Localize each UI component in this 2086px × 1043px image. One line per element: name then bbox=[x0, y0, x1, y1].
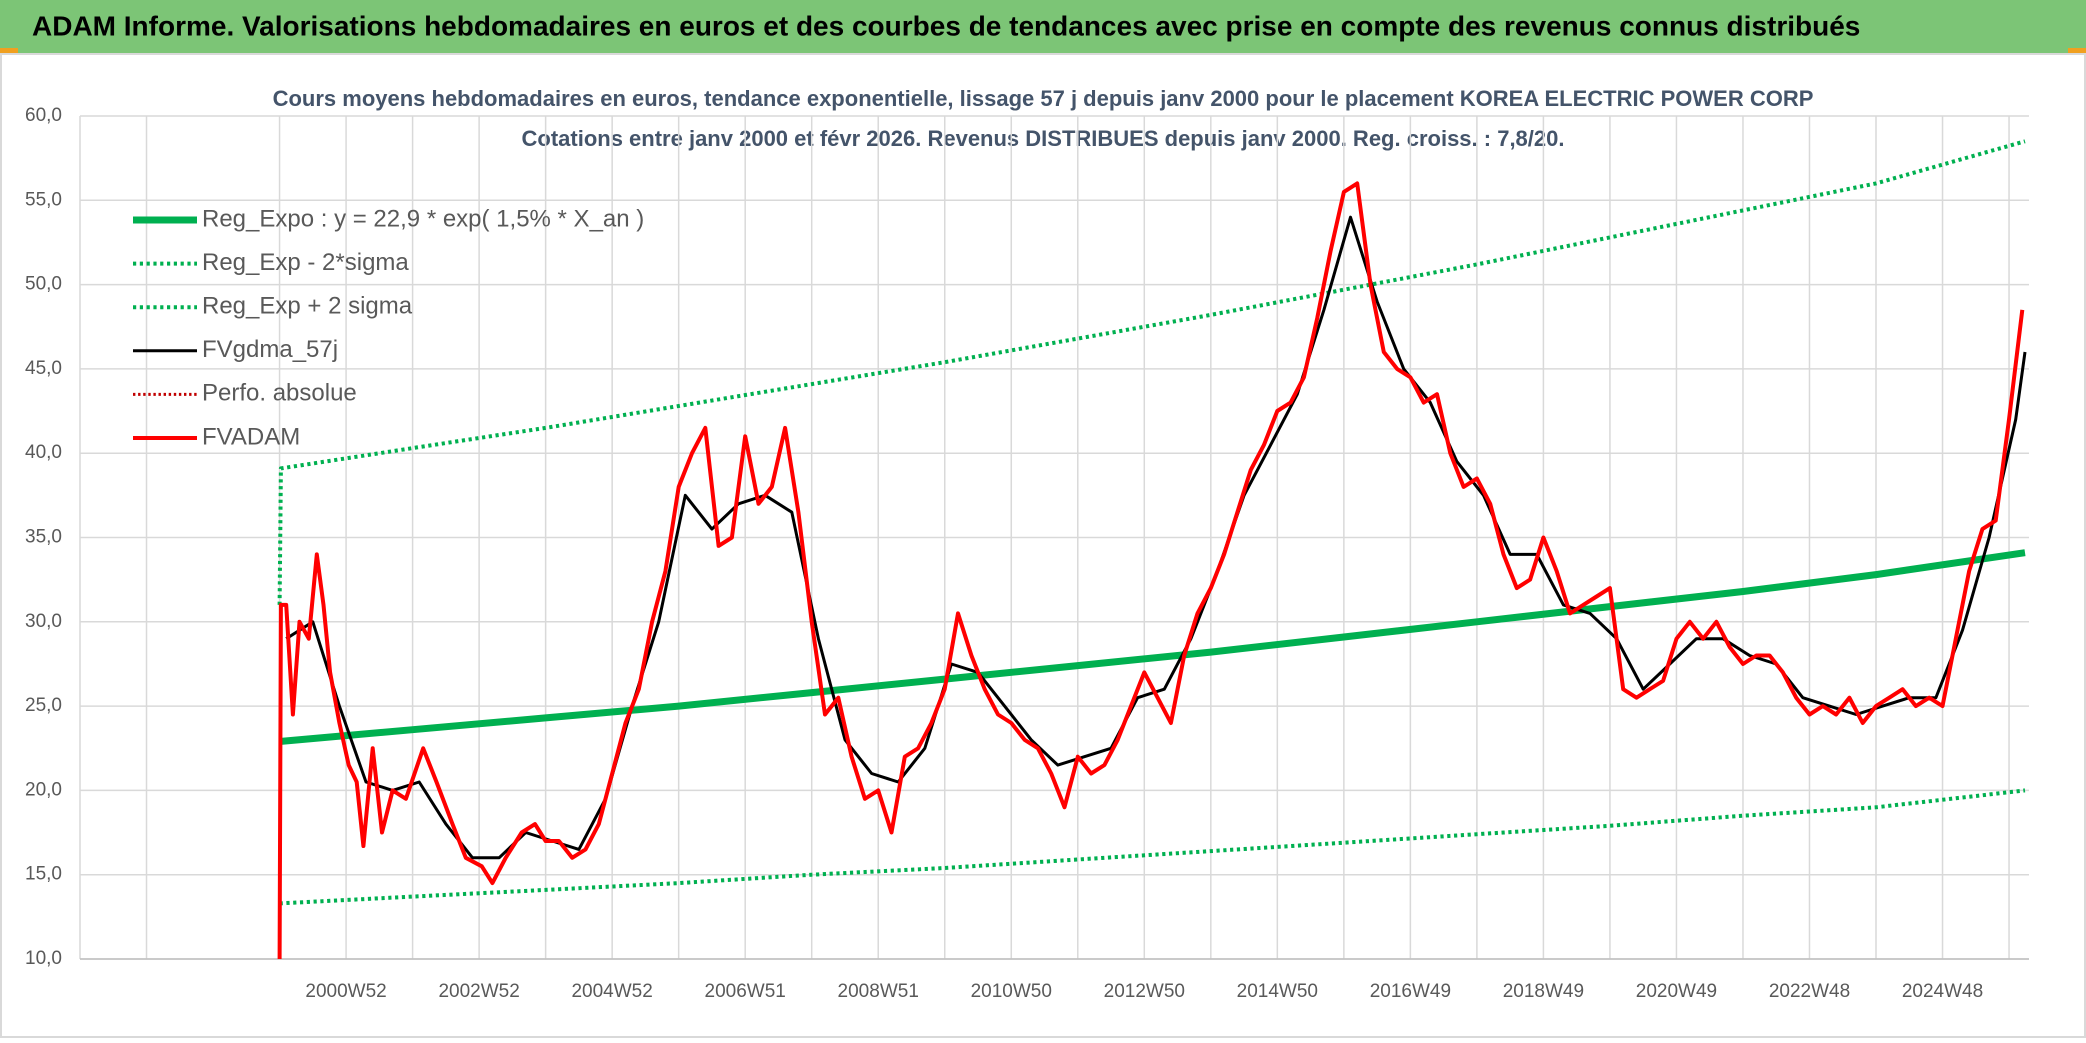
plot bbox=[277, 139, 2027, 960]
y-tick-label: 60,0 bbox=[25, 105, 62, 126]
x-tick-label: 2012W50 bbox=[1104, 981, 1185, 1002]
legend-label: Reg_Exp - 2*sigma bbox=[202, 249, 409, 276]
y-tick-label: 35,0 bbox=[25, 527, 62, 548]
y-tick-label: 45,0 bbox=[25, 358, 62, 379]
x-tick-label: 2020W49 bbox=[1636, 981, 1717, 1002]
y-tick-label: 20,0 bbox=[25, 779, 62, 800]
y-tick-label: 55,0 bbox=[25, 189, 62, 210]
corner bbox=[0, 48, 18, 54]
legend-label: FVADAM bbox=[202, 423, 300, 450]
y-tick-label: 50,0 bbox=[25, 274, 62, 295]
legend-label: Reg_Expo : y = 22,9 * exp( 1,5% * X_an ) bbox=[202, 205, 644, 232]
series-line bbox=[277, 139, 2026, 605]
series-line bbox=[277, 181, 2025, 960]
chart-frame bbox=[0, 53, 2086, 1038]
y-tick-label: 15,0 bbox=[25, 864, 62, 885]
y-tick-label: 40,0 bbox=[25, 442, 62, 463]
series-line bbox=[279, 549, 2026, 745]
x-tick-label: 2002W52 bbox=[438, 981, 519, 1002]
x-tick-label: 2010W50 bbox=[971, 981, 1052, 1002]
legend-label: FVgdma_57j bbox=[202, 336, 338, 363]
x-tick-label: 2000W52 bbox=[305, 981, 386, 1002]
x-tick-label: 2006W51 bbox=[705, 981, 786, 1002]
legend-label: Perfo. absolue bbox=[202, 380, 357, 407]
series-line bbox=[279, 788, 2026, 906]
grid: 10,0 15,0 20,0 25,0 30,0 35,0 40,0 45,0 50,0 55,0… bbox=[25, 105, 2029, 1002]
header-title: ADAM Informe. Valorisations hebdomadaire… bbox=[32, 10, 1860, 41]
corner bbox=[2068, 48, 2086, 54]
legend-label: Reg_Exp + 2 sigma bbox=[202, 293, 413, 320]
series-line bbox=[285, 215, 2027, 860]
chart-subtitle: Cotations entre janv 2000 et févr 2026. … bbox=[522, 126, 1565, 151]
x-tick-label: 2022W48 bbox=[1769, 981, 1850, 1002]
chart-title: Cours moyens hebdomadaires en euros, ten… bbox=[273, 86, 1814, 111]
y-tick-label: 10,0 bbox=[25, 948, 62, 969]
x-tick-label: 2018W49 bbox=[1503, 981, 1584, 1002]
y-tick-label: 25,0 bbox=[25, 695, 62, 716]
header-band bbox=[0, 0, 2086, 53]
x-tick-label: 2016W49 bbox=[1370, 981, 1451, 1002]
legend: Reg_Expo : y = 22,9 * exp( 1,5% * X_an )… bbox=[133, 205, 644, 450]
x-tick-label: 2024W48 bbox=[1902, 981, 1983, 1002]
x-tick-label: 2008W51 bbox=[838, 981, 919, 1002]
x-tick-label: 2004W52 bbox=[571, 981, 652, 1002]
x-tick-label: 2014W50 bbox=[1237, 981, 1318, 1002]
y-tick-label: 30,0 bbox=[25, 611, 62, 632]
